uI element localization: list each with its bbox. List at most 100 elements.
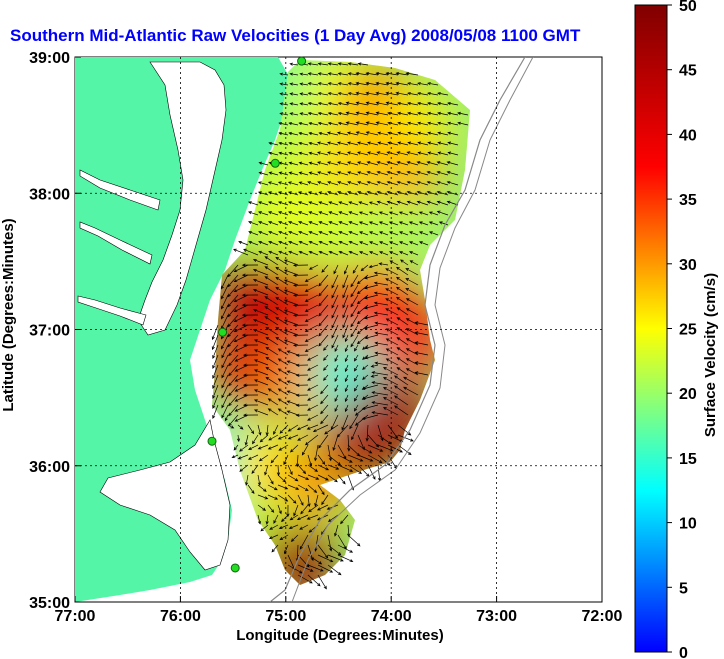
velocity-arrow [289,514,299,521]
velocity-arrow [353,354,359,362]
velocity-arrow [364,314,379,320]
velocity-arrow [242,353,259,357]
velocity-arrow [365,121,379,126]
velocity-arrow [348,231,359,236]
velocity-arrow [354,404,369,416]
velocity-arrow [371,381,389,386]
velocity-arrow [268,151,279,156]
velocity-arrow [385,91,399,96]
velocity-arrow [317,141,329,146]
velocity-arrow [405,71,419,76]
velocity-arrow [344,384,349,393]
velocity-arrow [327,534,333,552]
velocity-arrow [308,201,319,206]
velocity-arrow [447,141,459,146]
velocity-arrow [358,251,369,256]
velocity-arrow [227,274,239,288]
velocity-arrow [257,181,269,186]
velocity-arrow [288,201,299,206]
velocity-arrow [375,91,389,96]
velocity-arrow [304,314,319,322]
velocity-arrow [257,484,267,492]
velocity-arrow [228,404,239,417]
velocity-arrow [347,454,364,462]
velocity-arrow [446,180,459,186]
velocity-arrow [264,306,279,316]
velocity-arrow [385,328,399,336]
velocity-arrow [321,264,329,273]
velocity-arrow [346,131,359,136]
velocity-arrow [286,350,299,356]
velocity-arrow [212,374,219,389]
velocity-arrow [364,294,379,300]
velocity-arrow [277,408,289,416]
velocity-arrow [397,121,409,126]
velocity-arrow [253,409,269,416]
velocity-arrow [457,111,469,116]
velocity-arrow [233,334,249,343]
velocity-arrow [342,314,349,329]
chart-title: Southern Mid-Atlantic Raw Velocities (1 … [10,26,581,45]
velocity-arrow [414,321,429,326]
velocity-arrow [314,444,319,462]
velocity-arrow [338,201,349,206]
velocity-arrow [289,82,299,86]
velocity-arrow [252,318,269,326]
velocity-arrow [307,101,319,106]
velocity-arrow [396,171,409,176]
velocity-arrow [358,201,369,206]
velocity-arrow [405,368,419,376]
velocity-arrow [367,141,379,146]
velocity-arrow [295,403,309,407]
velocity-arrow [295,363,309,367]
velocity-arrow [364,344,379,350]
colorbar-tick-label: 25 [679,322,697,339]
velocity-arrow [396,367,409,376]
velocity-arrow [299,112,309,116]
velocity-arrow [327,191,339,196]
velocity-arrow [387,121,399,126]
velocity-arrow [308,121,319,126]
velocity-arrow [279,92,289,96]
velocity-arrow [355,71,369,76]
velocity-arrow [317,464,330,471]
velocity-arrow [337,92,349,96]
velocity-arrow [407,82,419,86]
velocity-arrow [414,331,429,336]
velocity-arrow [327,181,339,186]
velocity-arrow [427,101,439,106]
velocity-arrow [298,241,309,246]
velocity-arrow [243,248,259,256]
velocity-arrow [368,264,379,269]
velocity-arrow [427,91,439,96]
velocity-arrow [324,424,339,435]
velocity-arrow [248,444,259,450]
velocity-arrow [314,494,319,507]
colorbar-tick-label: 45 [679,63,697,80]
velocity-arrow [337,141,349,146]
velocity-arrow [361,414,379,421]
velocity-arrow [360,264,369,272]
velocity-arrow [241,273,259,277]
velocity-arrow [357,151,369,156]
velocity-arrow [414,361,429,366]
velocity-arrow [375,121,389,126]
velocity-arrow [364,334,379,340]
velocity-arrow [307,181,319,186]
velocity-arrow [292,303,309,307]
velocity-arrow [385,348,399,356]
velocity-arrow [385,71,399,76]
velocity-arrow [396,307,409,316]
velocity-arrow [368,251,379,256]
x-tick-label: 75:00 [265,608,306,625]
velocity-arrow [252,258,269,266]
velocity-arrow [308,161,319,166]
velocity-arrow [228,394,239,407]
velocity-arrow [265,326,279,336]
velocity-arrow [427,131,439,136]
velocity-arrow [327,474,338,483]
velocity-arrow [288,211,299,216]
velocity-arrow [385,338,399,346]
velocity-arrow [338,231,349,236]
velocity-arrow [337,111,349,116]
